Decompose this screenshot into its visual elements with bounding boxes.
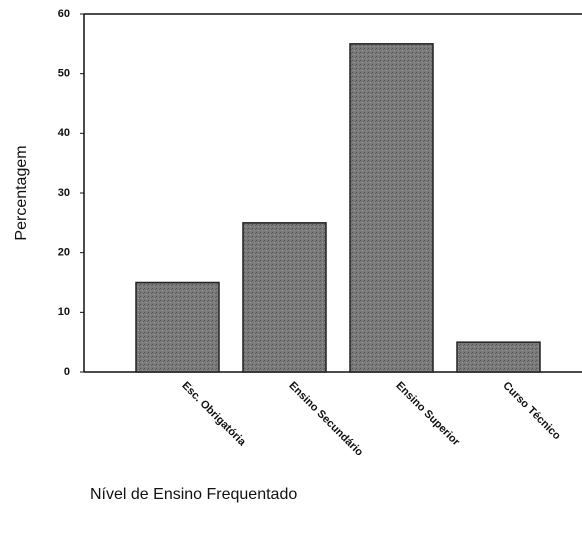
x-tick-label: Curso Técnico: [500, 380, 563, 443]
x-tick-label: Esc. Obrigatória: [179, 380, 248, 449]
y-tick-label: 60: [58, 8, 70, 20]
x-tick-label: Ensino Superior: [393, 380, 462, 449]
y-axis-label: Percentagem: [13, 145, 30, 240]
bar: [349, 43, 434, 373]
x-axis-label: Nível de Ensino Frequentado: [90, 486, 297, 503]
y-tick-label: 10: [58, 306, 70, 318]
bar: [135, 281, 220, 373]
y-tick-label: 0: [64, 366, 70, 378]
x-tick-label: Ensino Secundário: [286, 380, 365, 459]
bar: [242, 222, 327, 373]
y-tick-label: 30: [58, 187, 70, 199]
y-tick-label: 50: [58, 68, 70, 80]
bar: [456, 341, 541, 373]
y-tick-label: 40: [58, 127, 70, 139]
y-tick-label: 20: [58, 247, 70, 259]
